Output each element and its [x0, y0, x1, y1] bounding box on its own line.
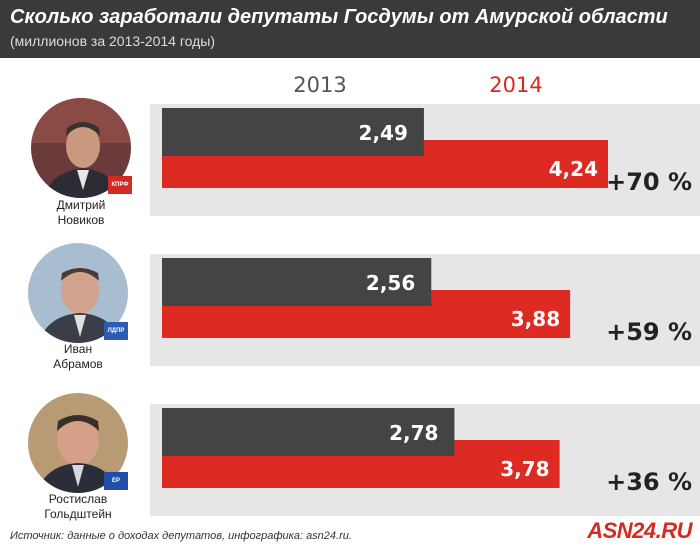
last-name: Абрамов — [53, 357, 103, 371]
last-name: Новиков — [57, 213, 105, 227]
person-name-abramov: Иван Абрамов — [8, 342, 148, 372]
change-label: +36 % — [606, 468, 692, 496]
data-label-2014: 4,24 — [549, 157, 598, 181]
chart-title: Сколько заработали депутаты Госдумы от А… — [10, 6, 668, 28]
ldpr-badge-icon: ЛДПР — [104, 322, 128, 340]
change-label: +70 % — [606, 168, 692, 196]
first-name: Дмитрий — [56, 198, 106, 212]
site-logo: ASN24.RU — [587, 518, 692, 543]
data-label-2013: 2,49 — [359, 121, 408, 145]
header-banner: Сколько заработали депутаты Госдумы от А… — [0, 0, 700, 58]
change-label: +59 % — [606, 318, 692, 346]
legend-year-2014: 2014 — [489, 73, 542, 97]
chart-subtitle: (миллионов за 2013-2014 годы) — [10, 33, 216, 49]
source-note: Источник: данные о доходах депутатов, ин… — [10, 530, 352, 542]
data-label-2013: 2,56 — [366, 271, 415, 295]
bar-2013 — [162, 108, 424, 156]
kprf-badge-icon: КПРФ — [108, 176, 132, 194]
photo-abramov — [28, 243, 128, 343]
first-name: Ростислав — [48, 492, 108, 506]
person-name-goldshtein: Ростислав Гольдштейн — [8, 492, 148, 522]
data-label-2013: 2,78 — [389, 421, 438, 445]
legend-year-2013: 2013 — [293, 73, 346, 97]
person-photo-icon — [28, 243, 128, 343]
united-russia-badge-icon: ЕР — [104, 472, 128, 490]
data-label-2014: 3,78 — [500, 457, 549, 481]
first-name: Иван — [63, 342, 93, 356]
person-name-novikov: Дмитрий Новиков — [11, 198, 151, 228]
data-label-2014: 3,88 — [511, 307, 560, 331]
bar-2013 — [162, 408, 455, 456]
last-name: Гольдштейн — [44, 507, 112, 521]
bar-2013 — [162, 258, 432, 306]
